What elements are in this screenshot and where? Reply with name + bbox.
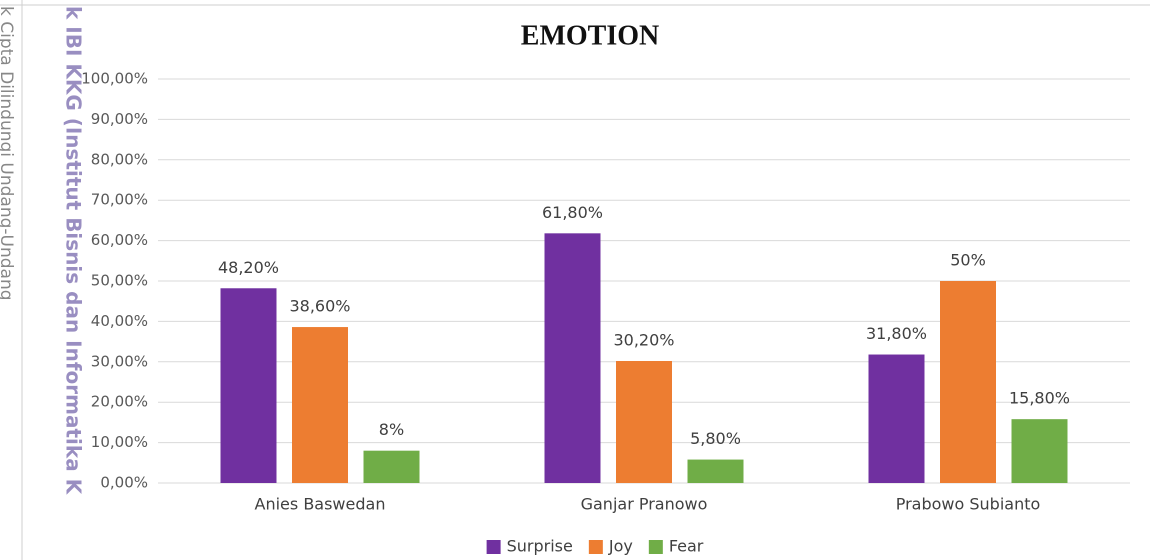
bar [1011,419,1068,483]
y-tick-label: 40,00% [91,312,148,330]
legend-swatch [648,540,663,554]
watermark: k Cipta Dilindungi Undang-Undang [0,6,16,301]
value-label: 15,80% [1009,389,1070,408]
legend-swatch [486,540,501,554]
legend-label: Fear [669,537,704,556]
value-label: 61,80% [542,203,603,222]
bar [868,354,925,483]
value-label: 8% [379,420,404,439]
x-tick-label: Ganjar Pranowo [581,495,708,514]
legend-label: Surprise [507,537,573,556]
chart-title: EMOTION [521,20,659,51]
watermark: k IBI KKG (Institut Bisnis dan Informati… [62,6,86,496]
value-label: 48,20% [218,258,279,277]
bar [363,450,420,483]
bar [544,233,601,483]
x-tick-label: Anies Baswedan [255,495,386,514]
legend-label: Joy [608,537,633,556]
bar [292,327,348,483]
value-label: 30,20% [613,330,674,349]
value-label: 50% [950,251,986,270]
y-tick-label: 10,00% [91,433,148,451]
value-label: 38,60% [289,297,350,316]
x-tick-label: Prabowo Subianto [896,495,1041,514]
value-label: 5,80% [690,429,741,448]
y-tick-label: 30,00% [91,352,148,370]
y-tick-label: 60,00% [91,231,148,249]
y-tick-label: 90,00% [91,110,148,128]
y-tick-label: 70,00% [91,191,148,209]
value-label: 31,80% [866,324,927,343]
y-tick-label: 100,00% [81,70,148,88]
y-tick-label: 50,00% [91,272,148,290]
legend-swatch [588,540,603,554]
bar [616,360,672,483]
bar [940,281,996,483]
plot: 0,00% 10,00% 20,00% 30,00% 40,00% 50,00% 60,00… [81,70,1130,556]
y-tick-label: 20,00% [91,393,148,411]
bar [687,459,744,483]
y-tick-label: 0,00% [100,474,148,492]
y-tick-label: 80,00% [91,150,148,168]
bar [220,288,277,483]
